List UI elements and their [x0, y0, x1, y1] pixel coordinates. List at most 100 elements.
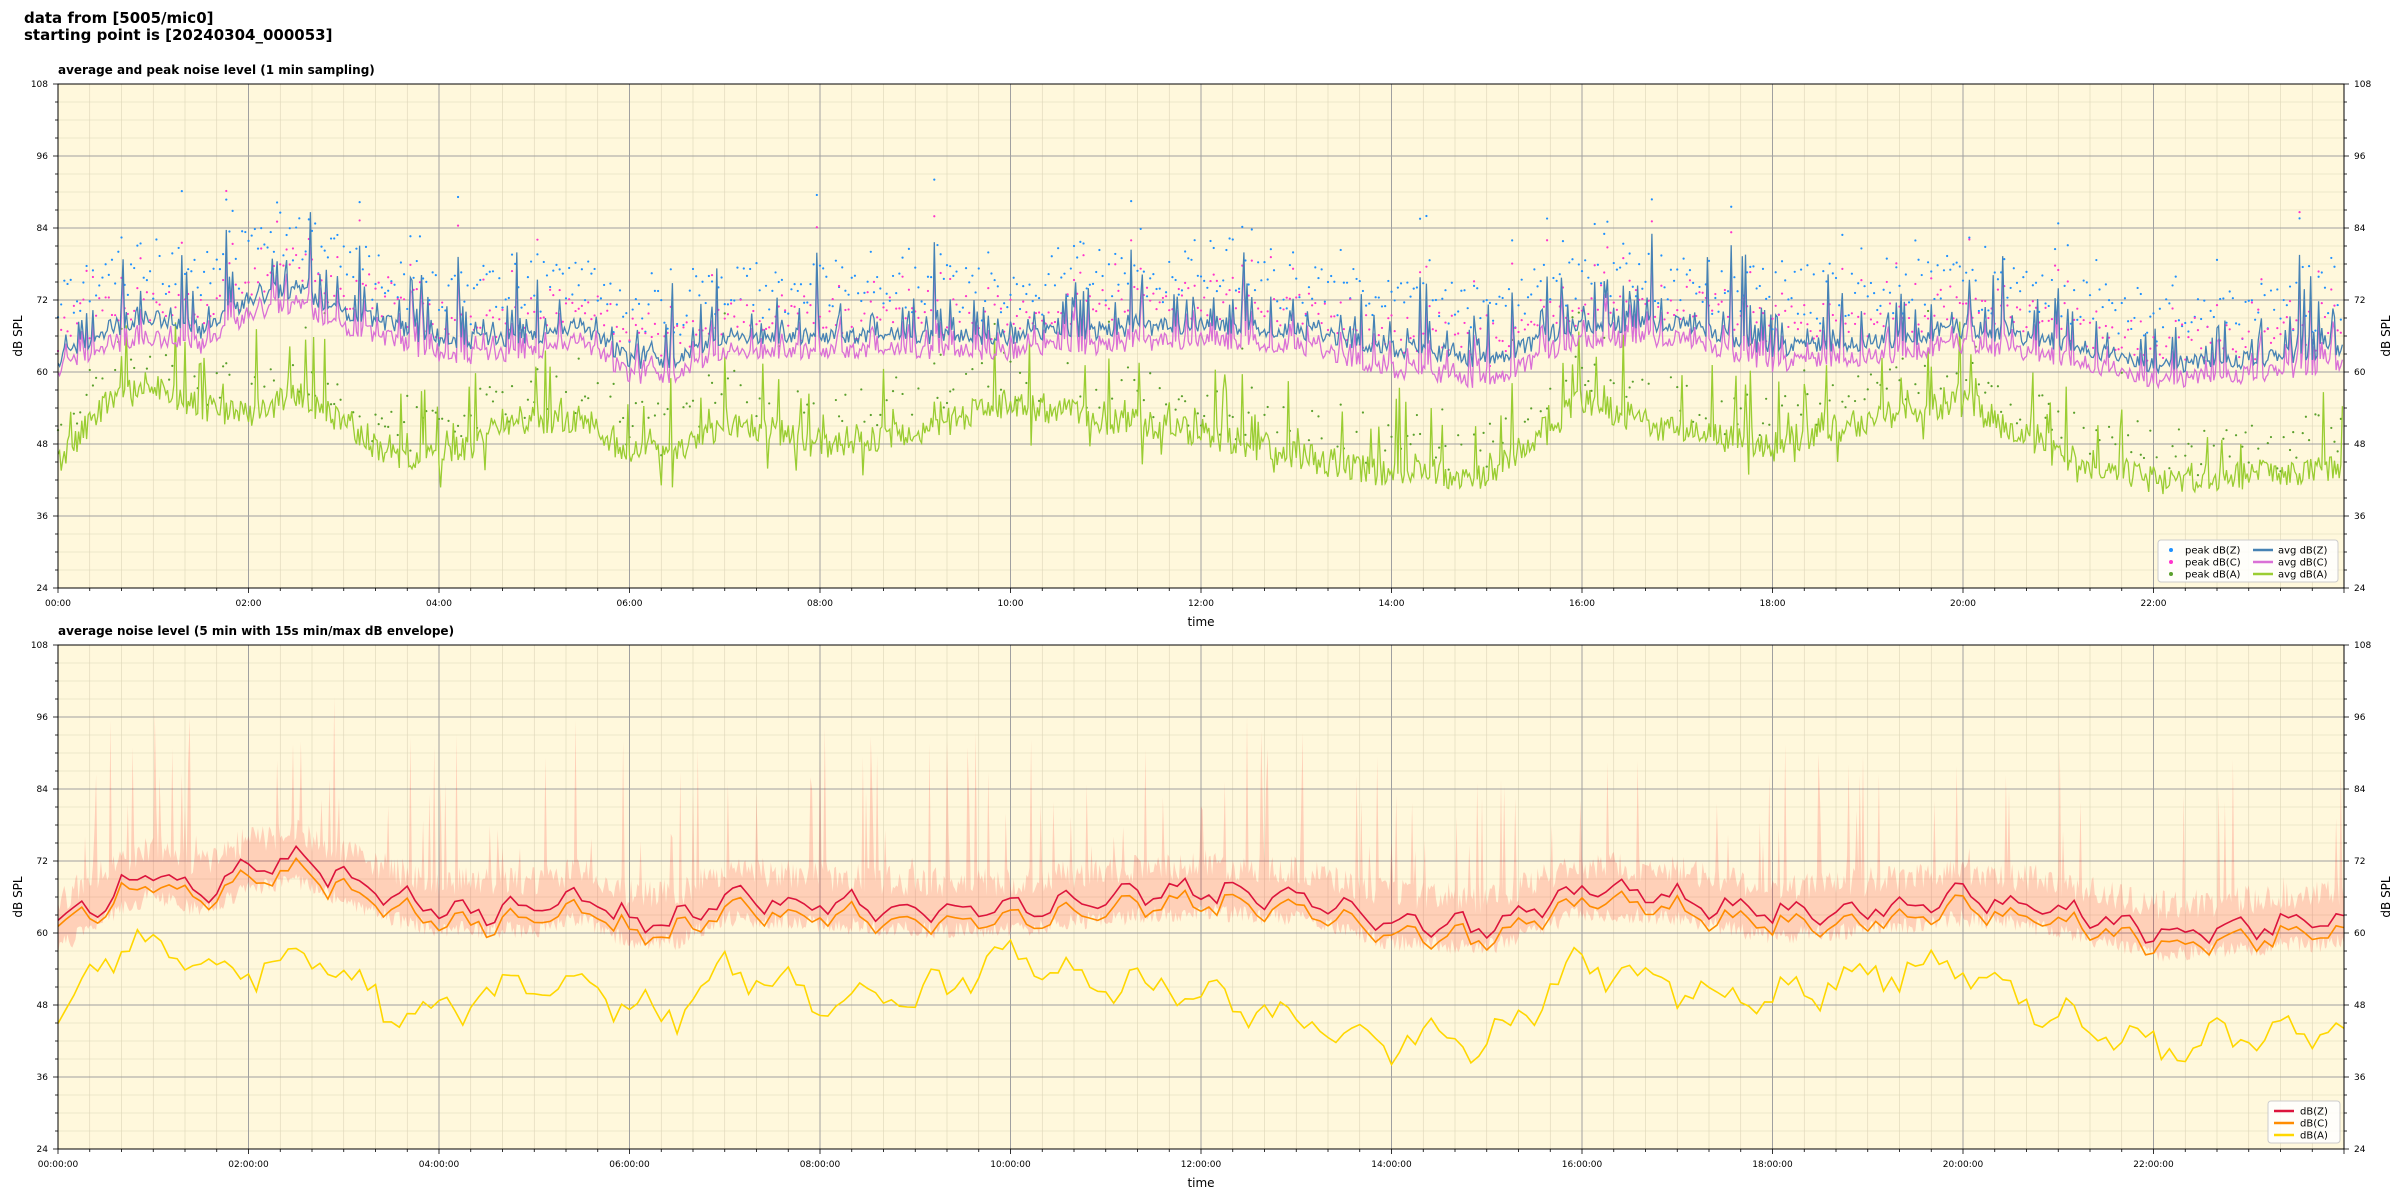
peak-c-point: [1606, 246, 1609, 249]
peak-a-point: [2339, 417, 2342, 420]
peak-a-point: [2041, 394, 2044, 397]
peak-z-point: [555, 263, 558, 266]
peak-a-point: [2250, 424, 2254, 427]
peak-a-point: [2000, 410, 2003, 414]
peak-c-point: [831, 298, 834, 301]
peak-c-point: [1987, 316, 1990, 320]
peak-z-point: [2066, 244, 2069, 247]
peak-z-point: [326, 256, 329, 259]
peak-c-point: [2053, 264, 2057, 267]
peak-c-point: [1793, 321, 1796, 324]
peak-c-point: [1428, 305, 1431, 308]
peak-c-point: [428, 303, 431, 306]
y-tick-label-left: 48: [37, 440, 49, 450]
peak-z-point: [2079, 315, 2082, 318]
peak-a-point: [409, 449, 412, 452]
peak-z-point: [2288, 285, 2292, 288]
peak-z-point: [933, 178, 936, 181]
peak-a-point: [1387, 424, 1390, 427]
peak-z-point: [603, 283, 606, 287]
peak-c-point: [1895, 262, 1898, 265]
peak-z-point: [393, 283, 396, 286]
x-tick-label: 00:00:00: [38, 1160, 79, 1170]
peak-a-point: [1549, 387, 1552, 390]
peak-c-point: [253, 267, 256, 270]
legend-box: [2157, 539, 2339, 583]
peak-a-point: [536, 368, 539, 371]
peak-z-point: [1082, 242, 1085, 245]
peak-a-point: [1523, 420, 1526, 423]
y-tick-label-right: 24: [2354, 584, 2366, 594]
peak-z-point: [2336, 303, 2339, 307]
peak-c-point: [104, 296, 107, 299]
peak-z-point: [1980, 308, 1984, 311]
peak-a-point: [945, 401, 949, 405]
peak-z-point: [1876, 308, 1879, 312]
peak-z-point: [1933, 297, 1936, 301]
peak-z-point: [1158, 287, 1161, 290]
peak-a-point: [917, 387, 920, 390]
peak-z-point: [1463, 289, 1466, 292]
peak-c-point: [955, 303, 958, 306]
peak-a-point: [463, 414, 466, 417]
peak-z-point: [161, 282, 164, 286]
peak-c-point: [2257, 308, 2260, 311]
peak-c-point: [1057, 310, 1060, 314]
peak-z-point: [1438, 315, 1441, 318]
peak-a-point: [485, 393, 488, 396]
peak-c-point: [1911, 330, 1914, 333]
peak-z-point: [2269, 289, 2273, 292]
peak-z-point: [1406, 281, 1409, 284]
peak-a-point: [1095, 388, 1098, 391]
peak-a-point: [2120, 371, 2123, 374]
peak-z-point: [498, 277, 501, 280]
peak-c-point: [1050, 322, 1053, 325]
peak-z-point: [561, 272, 564, 275]
peak-z-point: [1295, 277, 1298, 280]
peak-z-point: [495, 305, 498, 308]
peak-c-point: [777, 305, 780, 308]
x-axis: 00:00 02:00 04:00 06:00 08:00 10:00 12:00 14:00…: [45, 588, 2345, 609]
peak-c-point: [1311, 304, 1314, 307]
peak-z-point: [1828, 262, 1831, 265]
peak-z-point: [2187, 330, 2190, 333]
peak-z-point: [298, 217, 301, 220]
peak-c-point: [809, 304, 812, 307]
peak-c-point: [1117, 289, 1120, 292]
peak-c-point: [1263, 315, 1266, 318]
peak-z-point: [1774, 271, 1777, 274]
peak-z-point: [1314, 266, 1317, 269]
peak-z-point: [158, 254, 161, 258]
peak-z-point: [272, 250, 275, 253]
peak-z-point: [742, 267, 745, 270]
peak-c-point: [2015, 306, 2019, 309]
peak-c-point: [2111, 326, 2114, 329]
peak-c-point: [815, 226, 818, 229]
peak-a-point: [2136, 420, 2139, 423]
peak-a-point: [1720, 400, 1723, 403]
peak-z-point: [329, 237, 333, 240]
peak-z-point: [1145, 295, 1149, 298]
peak-z-point: [2000, 271, 2003, 274]
peak-z-point: [1809, 311, 1812, 314]
peak-z-point: [1107, 263, 1111, 266]
peak-z-point: [1136, 269, 1139, 272]
peak-c-point: [1514, 326, 1517, 330]
peak-c-point: [72, 304, 75, 307]
peak-z-point: [1425, 214, 1428, 218]
peak-a-point: [2241, 445, 2244, 448]
peak-c-point: [564, 302, 568, 305]
peak-z-point: [1590, 282, 1593, 285]
peak-z-point: [761, 316, 764, 319]
peak-z-point: [1228, 237, 1231, 240]
peak-c-point: [533, 310, 536, 313]
peak-a-point: [755, 414, 758, 418]
peak-z-point: [1768, 295, 1771, 298]
peak-z-point: [371, 298, 374, 301]
peak-a-point: [91, 384, 95, 387]
peak-a-point: [1203, 414, 1206, 418]
peak-c-point: [1295, 296, 1298, 299]
peak-c-point: [377, 281, 380, 284]
peak-z-point: [476, 283, 479, 286]
peak-c-point: [101, 309, 104, 312]
